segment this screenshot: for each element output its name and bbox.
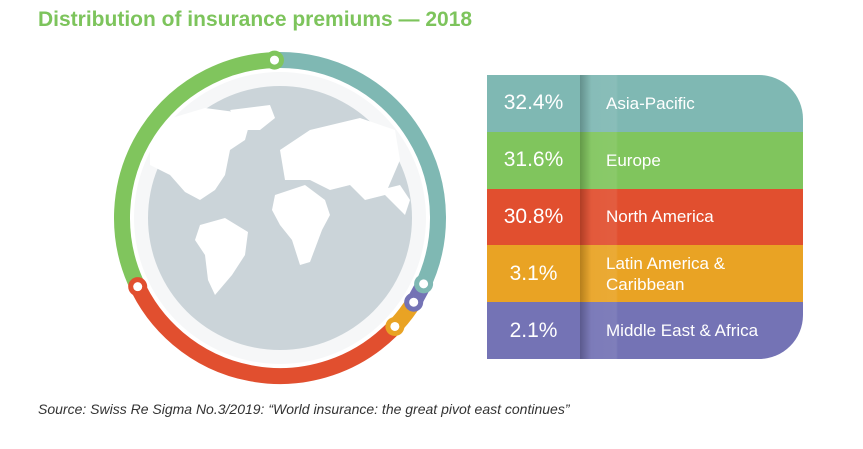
legend-value: 2.1% — [509, 318, 558, 342]
segment-marker-dot — [269, 55, 279, 65]
legend-row-middle-east-africa: 2.1% Middle East & Africa — [487, 302, 803, 359]
source-note: Source: Swiss Re Sigma No.3/2019: “World… — [38, 401, 570, 417]
donut-ring — [114, 50, 446, 384]
legend-label: Asia-Pacific — [606, 93, 695, 113]
legend-value: 31.6% — [503, 148, 564, 172]
row-shade — [580, 131, 618, 189]
row-shade — [580, 302, 618, 359]
segment-marker-dot — [133, 282, 143, 292]
legend-value: 32.4% — [503, 91, 564, 115]
legend-row-asia-pacific: 32.4% Asia-Pacific — [487, 75, 803, 132]
legend-label: Latin America & Caribbean — [606, 253, 726, 294]
legend-label: North America — [606, 207, 714, 227]
segment-marker-dot — [419, 279, 429, 289]
legend-row-north-america: 30.8% North America — [487, 188, 803, 246]
segment-marker-dot — [390, 321, 400, 331]
row-shade — [580, 188, 618, 246]
legend-table: 32.4% Asia-Pacific 31.6% Europe 30.8% No… — [487, 75, 803, 359]
legend-label: Europe — [606, 150, 661, 170]
legend-value: 30.8% — [503, 204, 564, 228]
legend-label: Middle East & Africa — [606, 321, 759, 341]
legend-row-europe: 31.6% Europe — [487, 131, 803, 189]
ring-segment-europe — [114, 52, 281, 285]
donut-chart — [114, 50, 446, 384]
world-map-icon — [150, 105, 410, 295]
row-shade — [580, 75, 618, 132]
ring-segment-asia-pacific — [279, 52, 446, 293]
ring-segment-north-america — [128, 278, 397, 384]
legend-row-latin-america: 3.1% Latin America & Caribbean — [487, 245, 803, 303]
legend-value: 3.1% — [509, 261, 558, 285]
chart-title: Distribution of insurance premiums — 201… — [38, 8, 473, 31]
row-shade — [580, 245, 618, 303]
segment-marker-dot — [409, 297, 419, 307]
